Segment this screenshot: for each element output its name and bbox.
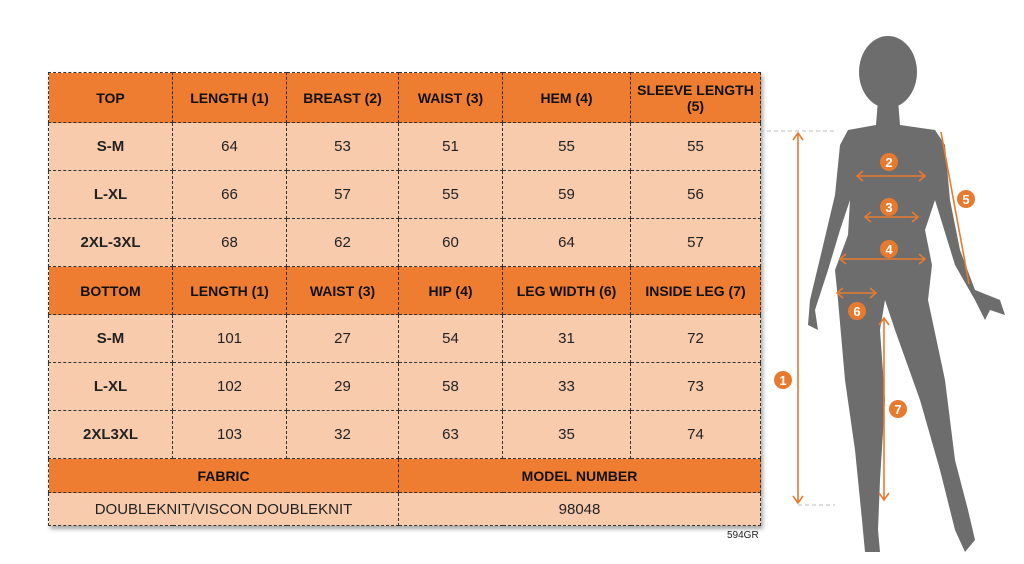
column-header: SLEEVE LENGTH (5) bbox=[630, 72, 761, 123]
marker-circle bbox=[957, 190, 975, 208]
table-cell: 60 bbox=[398, 218, 503, 267]
column-header: HIP (4) bbox=[398, 266, 503, 315]
marker-circle bbox=[880, 198, 898, 216]
model-number-header: MODEL NUMBER bbox=[398, 458, 761, 493]
table-cell: 74 bbox=[630, 410, 761, 459]
table-cell: 103 bbox=[172, 410, 287, 459]
table-cell: 64 bbox=[502, 218, 631, 267]
marker-circle bbox=[880, 240, 898, 258]
column-header: LEG WIDTH (6) bbox=[502, 266, 631, 315]
table-cell: 27 bbox=[286, 314, 399, 363]
table-cell: 2XL-3XL bbox=[48, 218, 173, 267]
table-row: S-M 64 53 51 55 55 bbox=[48, 122, 761, 171]
header-row: BOTTOM LENGTH (1) WAIST (3) HIP (4) LEG WIDT… bbox=[48, 266, 761, 315]
column-header: WAIST (3) bbox=[398, 72, 503, 123]
table-cell: S-M bbox=[48, 314, 173, 363]
table-cell: S-M bbox=[48, 122, 173, 171]
marker-label: 3 bbox=[885, 200, 892, 215]
table-cell: 101 bbox=[172, 314, 287, 363]
column-header: WAIST (3) bbox=[286, 266, 399, 315]
table-cell: 72 bbox=[630, 314, 761, 363]
header-row: TOP LENGTH (1) BREAST (2) WAIST (3) HEM (4) S… bbox=[48, 72, 761, 123]
product-code: 594GR bbox=[727, 530, 759, 541]
fabric-value: DOUBLEKNIT/VISCON DOUBLEKNIT bbox=[48, 492, 399, 526]
column-header: INSIDE LEG (7) bbox=[630, 266, 761, 315]
marker-circle bbox=[774, 371, 792, 389]
marker-label: 5 bbox=[962, 192, 969, 207]
marker-circle bbox=[880, 153, 898, 171]
table-cell: 35 bbox=[502, 410, 631, 459]
column-header: TOP bbox=[48, 72, 173, 123]
marker-label: 6 bbox=[853, 304, 860, 319]
table-cell: 62 bbox=[286, 218, 399, 267]
table-row: L-XL 66 57 55 59 56 bbox=[48, 170, 761, 219]
marker-label: 7 bbox=[894, 402, 901, 417]
column-header: HEM (4) bbox=[502, 72, 631, 123]
marker-label: 1 bbox=[779, 373, 786, 388]
sleeve-arrow bbox=[940, 131, 970, 285]
table-cell: 73 bbox=[630, 362, 761, 411]
table-cell: 51 bbox=[398, 122, 503, 171]
table-cell: 56 bbox=[630, 170, 761, 219]
column-header: LENGTH (1) bbox=[172, 266, 287, 315]
table-cell: 68 bbox=[172, 218, 287, 267]
table-cell: 102 bbox=[172, 362, 287, 411]
table-cell: 55 bbox=[398, 170, 503, 219]
marker-circle bbox=[848, 302, 866, 320]
marker-circle bbox=[889, 400, 907, 418]
table-cell: L-XL bbox=[48, 362, 173, 411]
table-row: DOUBLEKNIT/VISCON DOUBLEKNIT 98048 bbox=[48, 492, 761, 526]
table-cell: 53 bbox=[286, 122, 399, 171]
marker-label: 2 bbox=[885, 155, 892, 170]
table-cell: 29 bbox=[286, 362, 399, 411]
table-cell: 55 bbox=[502, 122, 631, 171]
table-cell: 32 bbox=[286, 410, 399, 459]
table-cell: 63 bbox=[398, 410, 503, 459]
table-cell: 58 bbox=[398, 362, 503, 411]
table-cell: 57 bbox=[630, 218, 761, 267]
table-cell: 64 bbox=[172, 122, 287, 171]
column-header: BOTTOM bbox=[48, 266, 173, 315]
marker-label: 4 bbox=[885, 242, 893, 257]
fabric-header: FABRIC bbox=[48, 458, 399, 493]
table-cell: 59 bbox=[502, 170, 631, 219]
table-cell: L-XL bbox=[48, 170, 173, 219]
table-row: 2XL-3XL 68 62 60 64 57 bbox=[48, 218, 761, 267]
table-row: 2XL3XL 103 32 63 35 74 bbox=[48, 410, 761, 459]
silhouette bbox=[808, 36, 1005, 552]
header-row: FABRIC MODEL NUMBER bbox=[48, 458, 761, 493]
model-number-value: 98048 bbox=[398, 492, 761, 526]
size-chart-table: TOP LENGTH (1) BREAST (2) WAIST (3) HEM (4) S… bbox=[48, 72, 761, 526]
table-cell: 54 bbox=[398, 314, 503, 363]
table-row: S-M 101 27 54 31 72 bbox=[48, 314, 761, 363]
